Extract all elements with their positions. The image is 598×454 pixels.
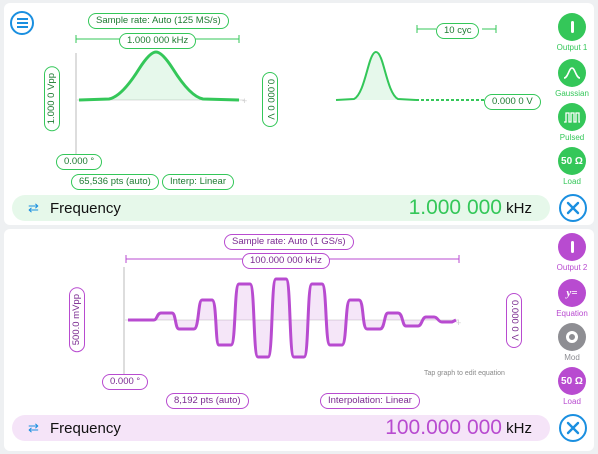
mod-icon bbox=[566, 331, 578, 343]
load-button-ch2[interactable]: 50 Ω bbox=[558, 367, 586, 395]
channel1-waveform-graph[interactable]: + bbox=[4, 3, 554, 193]
frequency-span-pill[interactable]: 1.000 000 kHz bbox=[119, 33, 197, 49]
equation-icon: y= bbox=[566, 287, 578, 299]
output2-label: Output 2 bbox=[556, 263, 588, 272]
gaussian-button[interactable] bbox=[558, 59, 586, 87]
power-icon bbox=[570, 21, 574, 33]
load-button-ch1[interactable]: 50 Ω bbox=[558, 147, 586, 175]
gaussian-fill bbox=[79, 52, 239, 100]
output1-label: Output 1 bbox=[556, 43, 588, 52]
power-icon bbox=[570, 241, 574, 253]
frequency-unit[interactable]: kHz bbox=[506, 199, 532, 217]
equation-waveform bbox=[128, 277, 457, 359]
hamburger-menu-icon[interactable] bbox=[10, 11, 34, 35]
frequency-unit[interactable]: kHz bbox=[506, 419, 532, 437]
phase-pill[interactable]: 0.000 ° bbox=[102, 374, 149, 390]
burst-idle-pill[interactable]: 0.000 0 V bbox=[484, 94, 541, 110]
gaussian-label: Gaussian bbox=[555, 89, 589, 98]
channel2-panel: + Sample rate: Auto (1 GS/s) 100.000 000… bbox=[4, 229, 594, 451]
points-pill[interactable]: 65,536 pts (auto) bbox=[71, 174, 159, 190]
interpolation-pill[interactable]: Interp: Linear bbox=[162, 174, 234, 190]
frequency-value[interactable]: 100.000 000 bbox=[385, 416, 502, 439]
swap-arrows-icon[interactable]: ⇄ bbox=[28, 200, 39, 215]
frequency-span-pill[interactable]: 100.000 000 kHz bbox=[242, 253, 330, 269]
burst-cycles-pill[interactable]: 10 cyc bbox=[436, 23, 480, 39]
amplitude-pill[interactable]: 500.0 mVpp bbox=[69, 287, 85, 353]
amplitude-pill[interactable]: 1.000 0 Vpp bbox=[44, 66, 60, 132]
load-icon: 50 Ω bbox=[561, 375, 583, 387]
mod-label: Mod bbox=[564, 353, 580, 362]
equation-button[interactable]: y= bbox=[558, 279, 586, 307]
load-label-ch2: Load bbox=[563, 397, 581, 406]
plus-marker: + bbox=[242, 96, 247, 106]
load-label-ch1: Load bbox=[563, 177, 581, 186]
frequency-bar-ch2[interactable]: ⇄ Frequency 100.000 000 kHz bbox=[12, 415, 550, 441]
burst-cycles-marker bbox=[416, 25, 497, 33]
frequency-bar-ch1[interactable]: ⇄ Frequency 1.000 000 kHz bbox=[12, 195, 550, 221]
tools-button-ch1[interactable] bbox=[559, 194, 587, 222]
burst-waveform bbox=[335, 50, 417, 101]
pulsed-label: Pulsed bbox=[559, 133, 585, 142]
sample-rate-pill[interactable]: Sample rate: Auto (1 GS/s) bbox=[224, 234, 354, 250]
frequency-label: Frequency bbox=[50, 199, 121, 217]
phase-pill[interactable]: 0.000 ° bbox=[56, 154, 103, 170]
wrench-screwdriver-icon bbox=[566, 421, 580, 435]
interpolation-pill[interactable]: Interpolation: Linear bbox=[320, 393, 420, 409]
wrench-screwdriver-icon bbox=[566, 201, 580, 215]
tools-button-ch2[interactable] bbox=[559, 414, 587, 442]
mod-button[interactable] bbox=[558, 323, 586, 351]
points-pill[interactable]: 8,192 pts (auto) bbox=[166, 393, 249, 409]
output2-button[interactable] bbox=[558, 233, 586, 261]
equation-label: Equation bbox=[556, 309, 588, 318]
pulse-train-icon bbox=[564, 112, 580, 123]
frequency-label: Frequency bbox=[50, 419, 121, 437]
plus-marker: + bbox=[456, 318, 461, 328]
edit-equation-hint: Tap graph to edit equation bbox=[424, 370, 505, 377]
gaussian-icon bbox=[563, 67, 581, 79]
offset-pill[interactable]: 0.000 0 V bbox=[262, 72, 278, 127]
equation-fill bbox=[124, 279, 452, 357]
pulsed-button[interactable] bbox=[558, 103, 586, 131]
burst-fill bbox=[336, 52, 416, 100]
output1-button[interactable] bbox=[558, 13, 586, 41]
load-icon: 50 Ω bbox=[561, 155, 583, 167]
gaussian-waveform bbox=[78, 50, 240, 102]
swap-arrows-icon[interactable]: ⇄ bbox=[28, 420, 39, 435]
offset-pill[interactable]: 0.000 0 V bbox=[506, 293, 522, 348]
sample-rate-pill[interactable]: Sample rate: Auto (125 MS/s) bbox=[88, 13, 229, 29]
channel1-panel: + Sample rate: Auto (125 MS/s) 1.000 000… bbox=[4, 3, 594, 225]
frequency-value[interactable]: 1.000 000 bbox=[408, 196, 502, 219]
